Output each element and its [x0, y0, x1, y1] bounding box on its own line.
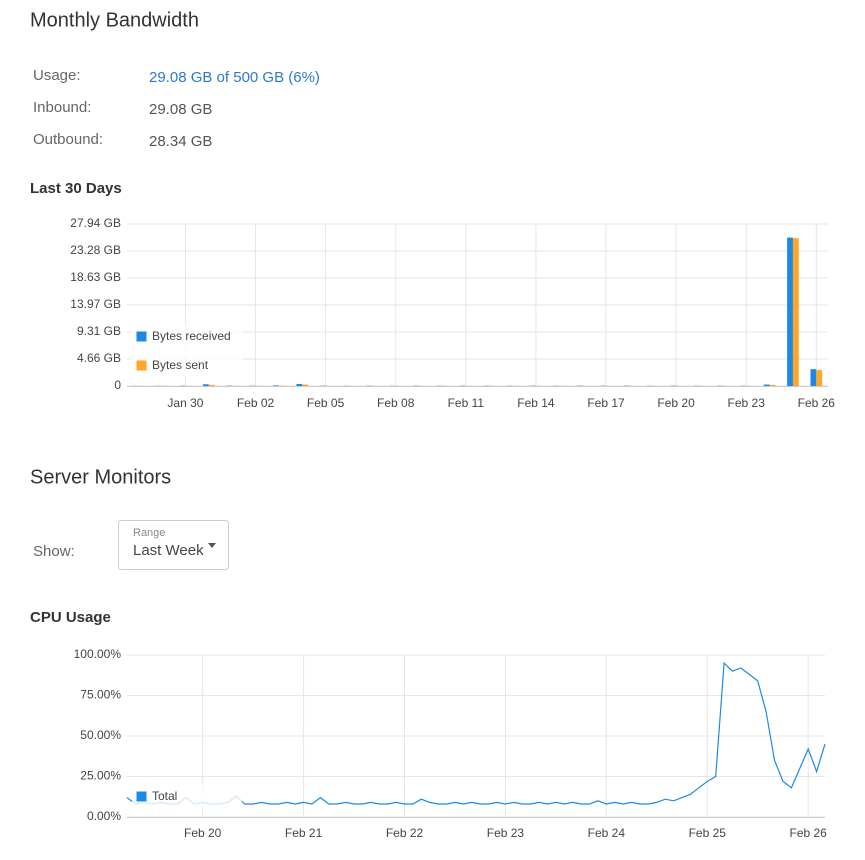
y-tick-label: 0 [114, 378, 121, 392]
legend-swatch [136, 331, 147, 342]
y-tick-label: 100.00% [74, 647, 122, 661]
x-tick-label: Feb 26 [790, 826, 828, 840]
legend-swatch [136, 791, 147, 802]
x-tick-label: Feb 11 [448, 396, 485, 410]
x-tick-label: Feb 05 [307, 396, 345, 410]
show-label: Show: [33, 543, 75, 560]
row-label: Outbound: [33, 131, 103, 148]
y-tick-label: 27.94 GB [70, 216, 121, 230]
row-value: 28.34 GB [149, 133, 212, 150]
row-label: Inbound: [33, 99, 91, 116]
chart-title: CPU Usage [30, 609, 111, 626]
x-tick-label: Jan 30 [167, 396, 203, 410]
bar [209, 385, 215, 386]
line [127, 663, 825, 804]
select-value: Last Week [133, 542, 204, 559]
section-title: Server Monitors [30, 466, 171, 488]
x-tick-label: Feb 21 [285, 826, 323, 840]
legend-label: Total [152, 789, 177, 803]
y-tick-label: 75.00% [80, 688, 121, 702]
bar [764, 385, 770, 386]
x-tick-label: Feb 25 [689, 826, 727, 840]
y-tick-label: 25.00% [80, 769, 121, 783]
bar [302, 385, 308, 386]
legend-swatch [136, 360, 147, 371]
x-tick-label: Feb 20 [184, 826, 222, 840]
x-tick-label: Feb 08 [377, 396, 415, 410]
x-tick-label: Feb 24 [588, 826, 626, 840]
bar [787, 238, 793, 386]
y-tick-label: 4.66 GB [77, 351, 121, 365]
x-tick-label: Feb 23 [487, 826, 525, 840]
x-tick-label: Feb 17 [587, 396, 625, 410]
y-tick-label: 9.31 GB [77, 324, 121, 338]
y-tick-label: 50.00% [80, 728, 121, 742]
y-tick-label: 0.00% [87, 809, 121, 823]
chart-title: Last 30 Days [30, 180, 122, 197]
x-tick-label: Feb 02 [237, 396, 275, 410]
bar [793, 238, 799, 386]
usage-link[interactable]: 29.08 GB of 500 GB (6%) [149, 69, 320, 86]
select-label: Range [133, 527, 165, 539]
row-label: Usage: [33, 67, 81, 84]
x-tick-label: Feb 14 [517, 396, 555, 410]
bar [816, 370, 822, 386]
row-value: 29.08 GB [149, 101, 212, 118]
bar [770, 385, 776, 386]
bar [203, 384, 209, 386]
bar [296, 384, 302, 386]
x-tick-label: Feb 23 [728, 396, 766, 410]
x-tick-label: Feb 20 [657, 396, 695, 410]
x-tick-label: Feb 26 [798, 396, 836, 410]
y-tick-label: 23.28 GB [70, 243, 121, 257]
legend-label: Bytes sent [152, 358, 209, 372]
y-tick-label: 13.97 GB [70, 297, 121, 311]
x-tick-label: Feb 22 [386, 826, 424, 840]
legend-box [132, 785, 242, 807]
bar [810, 369, 816, 386]
y-tick-label: 18.63 GB [70, 270, 121, 284]
bar [273, 385, 279, 386]
legend-label: Bytes received [152, 329, 231, 343]
section-title: Monthly Bandwidth [30, 9, 199, 31]
